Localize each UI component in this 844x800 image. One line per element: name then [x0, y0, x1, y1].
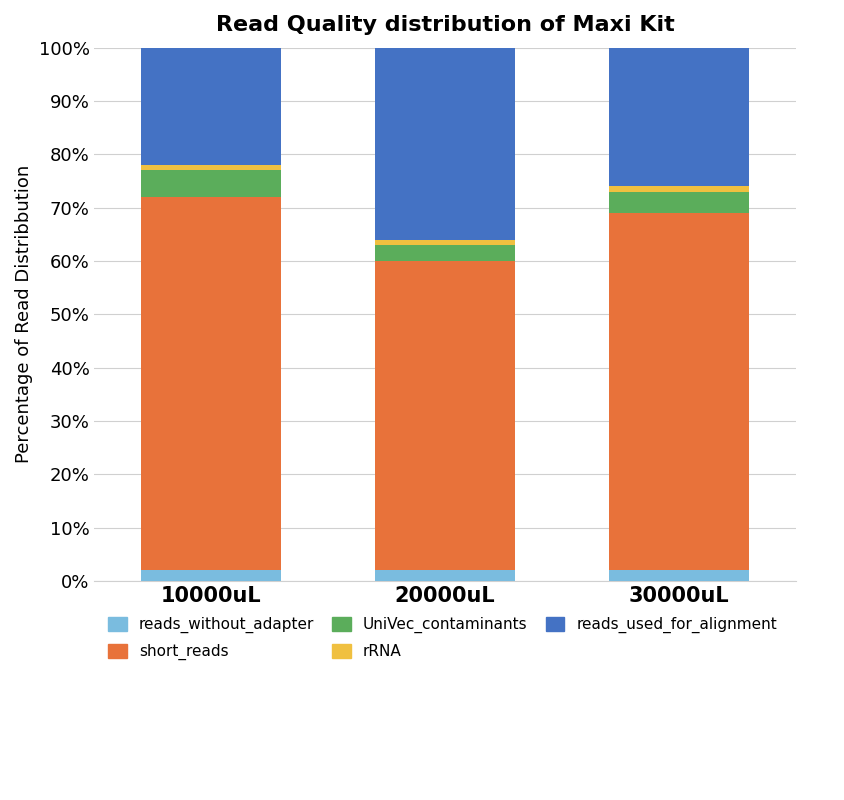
Bar — [609, 48, 749, 186]
Bar — [375, 570, 515, 581]
Y-axis label: Percentage of Read Distribbution: Percentage of Read Distribbution — [15, 165, 33, 463]
Bar — [141, 48, 281, 165]
Bar — [609, 192, 749, 213]
Bar — [609, 570, 749, 581]
Bar — [609, 213, 749, 570]
Bar — [141, 170, 281, 197]
Legend: reads_without_adapter, short_reads, UniVec_contaminants, rRNA, reads_used_for_al: reads_without_adapter, short_reads, UniV… — [102, 611, 782, 666]
Bar — [375, 48, 515, 240]
Bar — [609, 186, 749, 192]
Bar — [141, 570, 281, 581]
Bar — [375, 240, 515, 245]
Bar — [141, 197, 281, 570]
Bar — [375, 261, 515, 570]
Bar — [375, 245, 515, 261]
Title: Read Quality distribution of Maxi Kit: Read Quality distribution of Maxi Kit — [215, 15, 674, 35]
Bar — [141, 165, 281, 170]
